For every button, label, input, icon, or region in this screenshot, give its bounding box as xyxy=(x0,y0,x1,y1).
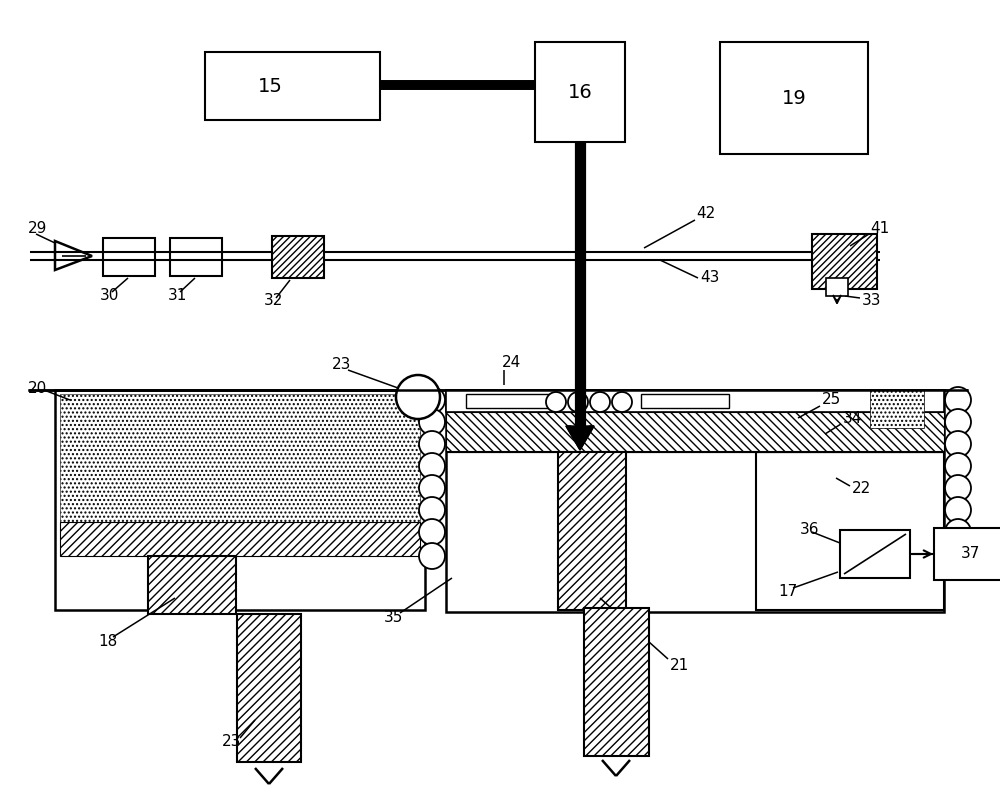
Circle shape xyxy=(945,475,971,501)
Circle shape xyxy=(590,392,610,412)
Text: 22: 22 xyxy=(852,481,871,496)
Bar xyxy=(60,522,420,556)
Circle shape xyxy=(945,543,971,569)
Bar xyxy=(60,394,420,522)
Text: 24: 24 xyxy=(502,355,521,370)
Text: 15: 15 xyxy=(258,77,282,96)
FancyArrow shape xyxy=(566,426,594,450)
Circle shape xyxy=(396,375,440,419)
Circle shape xyxy=(945,431,971,457)
Text: 17: 17 xyxy=(778,584,797,599)
Bar xyxy=(535,42,625,142)
FancyArrow shape xyxy=(566,426,594,450)
Circle shape xyxy=(419,497,445,523)
Text: 35: 35 xyxy=(384,611,403,626)
Text: 21: 21 xyxy=(670,658,689,673)
Text: 42: 42 xyxy=(696,206,715,221)
Text: 37: 37 xyxy=(960,547,980,562)
Text: 23: 23 xyxy=(332,356,351,371)
Text: 18: 18 xyxy=(98,634,117,650)
Circle shape xyxy=(612,392,632,412)
Text: 41: 41 xyxy=(870,221,889,235)
Circle shape xyxy=(419,519,445,545)
Bar xyxy=(840,530,910,578)
Bar xyxy=(446,412,944,452)
Circle shape xyxy=(945,387,971,413)
Bar xyxy=(237,614,301,762)
Circle shape xyxy=(419,409,445,435)
Circle shape xyxy=(546,392,566,412)
Bar xyxy=(934,528,1000,580)
Bar xyxy=(103,238,155,276)
Bar xyxy=(446,390,944,412)
Bar xyxy=(870,390,924,428)
Bar xyxy=(826,278,848,296)
Text: 43: 43 xyxy=(700,270,719,285)
Text: 16: 16 xyxy=(568,83,592,101)
Bar xyxy=(446,390,944,612)
Bar xyxy=(148,556,236,614)
Text: 25: 25 xyxy=(822,391,841,406)
Text: 19: 19 xyxy=(782,88,806,108)
Text: 31: 31 xyxy=(168,288,187,303)
Bar xyxy=(466,394,554,408)
Bar xyxy=(756,452,944,610)
Bar xyxy=(205,52,380,120)
Circle shape xyxy=(945,519,971,545)
Text: 32: 32 xyxy=(264,292,283,308)
Circle shape xyxy=(945,453,971,479)
Bar xyxy=(558,452,626,610)
Circle shape xyxy=(945,409,971,435)
Circle shape xyxy=(419,431,445,457)
Circle shape xyxy=(568,392,588,412)
Text: 29: 29 xyxy=(28,221,47,235)
Circle shape xyxy=(945,497,971,523)
Text: 20: 20 xyxy=(28,380,47,395)
Text: 30: 30 xyxy=(100,288,119,303)
Bar xyxy=(720,42,868,154)
Bar xyxy=(55,390,425,610)
Circle shape xyxy=(419,543,445,569)
Bar xyxy=(641,394,729,408)
Bar xyxy=(272,236,324,278)
Text: 23: 23 xyxy=(222,735,241,749)
Circle shape xyxy=(419,387,445,413)
Text: 33: 33 xyxy=(862,292,882,308)
Text: 34: 34 xyxy=(843,410,862,426)
Text: 36: 36 xyxy=(800,523,820,537)
Circle shape xyxy=(419,475,445,501)
Bar xyxy=(812,234,877,289)
Bar xyxy=(584,608,649,756)
Circle shape xyxy=(419,453,445,479)
Bar xyxy=(170,238,222,276)
